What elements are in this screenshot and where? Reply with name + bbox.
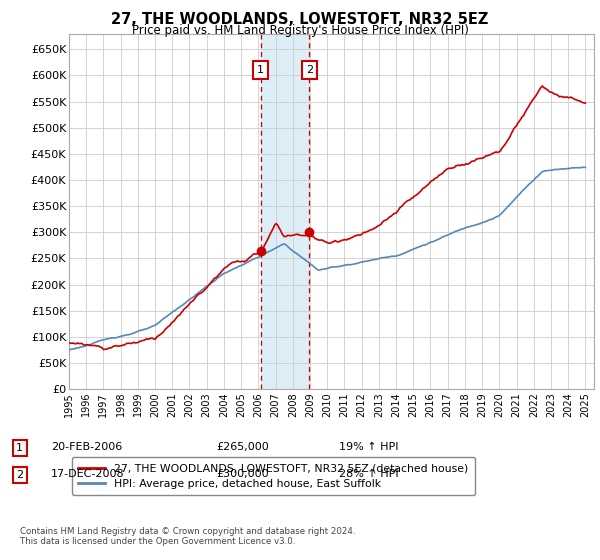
Text: 19% ↑ HPI: 19% ↑ HPI (339, 442, 398, 452)
Text: 1: 1 (16, 443, 23, 453)
Text: £265,000: £265,000 (216, 442, 269, 452)
Text: 1: 1 (257, 65, 264, 75)
Bar (260, 34, 309, 389)
Text: 20-FEB-2006: 20-FEB-2006 (51, 442, 122, 452)
Text: 2: 2 (16, 470, 23, 480)
Legend: 27, THE WOODLANDS, LOWESTOFT, NR32 5EZ (detached house), HPI: Average price, det: 27, THE WOODLANDS, LOWESTOFT, NR32 5EZ (… (72, 457, 475, 495)
Text: 17-DEC-2008: 17-DEC-2008 (51, 469, 125, 479)
Text: 27, THE WOODLANDS, LOWESTOFT, NR32 5EZ: 27, THE WOODLANDS, LOWESTOFT, NR32 5EZ (112, 12, 488, 27)
Text: 28% ↑ HPI: 28% ↑ HPI (339, 469, 398, 479)
Text: £300,000: £300,000 (216, 469, 269, 479)
Text: 2: 2 (306, 65, 313, 75)
Text: Contains HM Land Registry data © Crown copyright and database right 2024.
This d: Contains HM Land Registry data © Crown c… (20, 526, 355, 546)
Text: Price paid vs. HM Land Registry's House Price Index (HPI): Price paid vs. HM Land Registry's House … (131, 24, 469, 37)
